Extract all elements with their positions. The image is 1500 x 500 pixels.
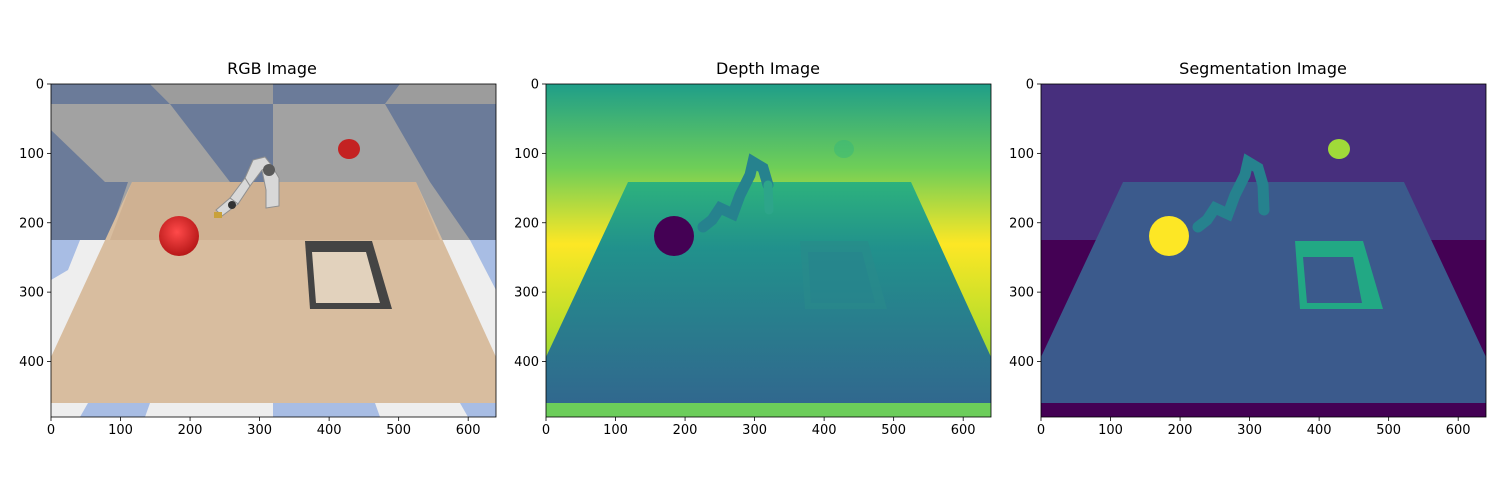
rgb-panel-title: RGB Image xyxy=(227,59,317,78)
depth-panel-title: Depth Image xyxy=(716,59,820,78)
depth-image xyxy=(546,84,991,417)
segmentation-image xyxy=(1041,84,1486,417)
rgb-image xyxy=(51,84,496,417)
segmentation-panel-title: Segmentation Image xyxy=(1179,59,1347,78)
